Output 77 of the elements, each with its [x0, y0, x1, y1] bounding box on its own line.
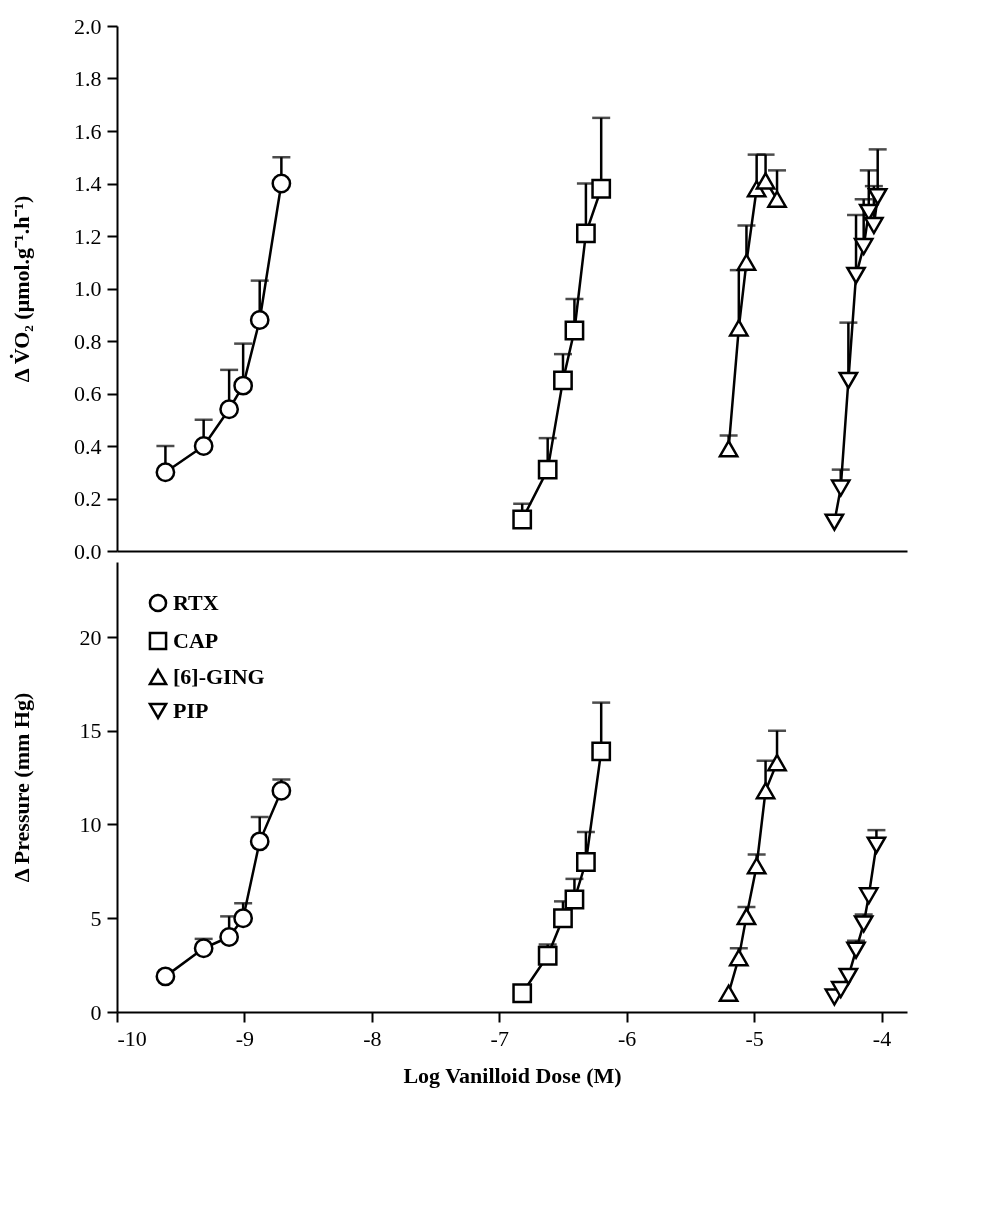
y-axis-title: Δ Pressure (mm Hg)	[8, 692, 34, 883]
point	[824, 513, 845, 531]
y-tick-label: 0.0	[74, 538, 102, 564]
point	[746, 857, 767, 875]
point	[858, 887, 879, 905]
y-axis-title: Δ V̇O₂ (μmol.g⁻¹.h⁻¹)	[8, 195, 34, 383]
point	[866, 836, 887, 854]
point	[155, 462, 176, 483]
point	[736, 907, 757, 926]
y-tick-label: 10	[79, 812, 102, 837]
point	[863, 216, 884, 235]
point	[553, 908, 573, 929]
y-tick-label: 1.2	[74, 223, 102, 249]
point	[193, 436, 214, 456]
point	[755, 782, 776, 800]
y-tick-label: 5	[90, 905, 102, 931]
point	[233, 375, 254, 396]
point	[853, 915, 874, 933]
point	[249, 831, 270, 852]
legend-label: [6]-GING	[173, 664, 265, 689]
point	[219, 399, 240, 420]
y-tick-label: 1.4	[74, 171, 102, 196]
x-tick-label: -6	[618, 1025, 637, 1051]
y-tick-label: 1.6	[74, 118, 102, 144]
y-tick-label: 2.0	[74, 13, 102, 39]
point	[537, 459, 558, 480]
point	[718, 439, 739, 458]
y-tick-label: 0.4	[74, 433, 102, 459]
y-tick-label: 0	[90, 999, 102, 1025]
point	[155, 966, 176, 987]
point	[219, 927, 240, 947]
point	[853, 237, 874, 256]
x-tick-label: -10	[117, 1025, 147, 1051]
point	[728, 948, 749, 967]
point	[767, 190, 787, 208]
point	[846, 941, 866, 959]
x-tick-label: -9	[235, 1025, 255, 1051]
point	[512, 983, 533, 1004]
point	[767, 753, 787, 772]
x-tick-label: -7	[490, 1025, 509, 1051]
legend-label: CAP	[173, 628, 219, 653]
point	[830, 980, 851, 999]
point	[718, 984, 739, 1002]
y-tick-label: 1.0	[74, 276, 102, 301]
point	[867, 187, 888, 206]
legend-label: RTX	[173, 590, 219, 615]
point	[564, 320, 585, 341]
x-axis-title: Log Vanilloid Dose (M)	[403, 1062, 622, 1088]
y-tick-label: 0.8	[74, 328, 102, 354]
point	[564, 889, 585, 910]
point	[830, 479, 851, 497]
y-tick-label: 15	[79, 718, 102, 744]
point	[512, 509, 533, 530]
point	[553, 370, 573, 391]
point	[575, 852, 596, 872]
point	[736, 253, 757, 271]
point	[193, 938, 214, 959]
y-tick-label: 1.8	[74, 66, 102, 91]
x-tick-label: -4	[872, 1025, 892, 1051]
point	[838, 967, 859, 986]
y-tick-label: 20	[79, 624, 102, 650]
point	[537, 945, 558, 966]
y-tick-label: 0.2	[74, 486, 102, 511]
x-tick-label: -5	[745, 1025, 764, 1051]
point	[755, 172, 776, 190]
point	[591, 741, 612, 762]
x-tick-label: -8	[363, 1025, 382, 1051]
point	[846, 266, 866, 285]
point	[838, 371, 859, 390]
legend-label: PIP	[173, 698, 209, 723]
point	[233, 908, 254, 929]
point	[271, 173, 292, 194]
point	[728, 319, 749, 337]
point	[591, 178, 612, 199]
point	[575, 223, 596, 244]
point	[249, 310, 270, 330]
y-tick-label: 0.6	[74, 381, 102, 406]
